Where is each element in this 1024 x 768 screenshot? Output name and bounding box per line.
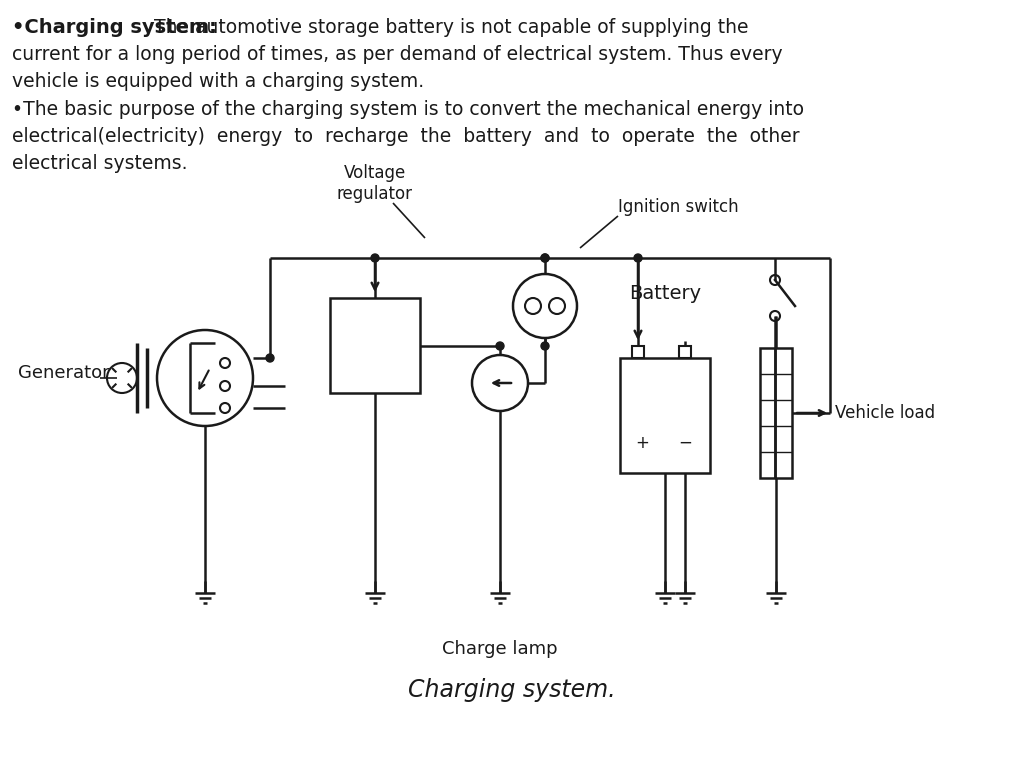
Text: Vehicle load: Vehicle load bbox=[835, 404, 935, 422]
Text: Voltage
regulator: Voltage regulator bbox=[337, 164, 413, 203]
Text: Charge lamp: Charge lamp bbox=[442, 640, 558, 658]
Circle shape bbox=[371, 254, 379, 262]
Text: current for a long period of times, as per demand of electrical system. Thus eve: current for a long period of times, as p… bbox=[12, 45, 782, 64]
Circle shape bbox=[541, 254, 549, 262]
Circle shape bbox=[266, 354, 274, 362]
Text: •Charging system:: •Charging system: bbox=[12, 18, 217, 37]
Text: −: − bbox=[678, 434, 692, 452]
Circle shape bbox=[496, 342, 504, 350]
Text: electrical systems.: electrical systems. bbox=[12, 154, 187, 173]
Circle shape bbox=[634, 254, 642, 262]
Circle shape bbox=[541, 342, 549, 350]
Bar bbox=[330, 298, 420, 393]
Text: Ignition switch: Ignition switch bbox=[618, 198, 738, 216]
Text: The automotive storage battery is not capable of supplying the: The automotive storage battery is not ca… bbox=[148, 18, 749, 37]
Bar bbox=[620, 358, 710, 473]
Circle shape bbox=[541, 254, 549, 262]
Bar bbox=[679, 346, 691, 358]
Bar bbox=[760, 348, 792, 478]
Text: vehicle is equipped with a charging system.: vehicle is equipped with a charging syst… bbox=[12, 72, 424, 91]
Bar bbox=[632, 346, 644, 358]
Text: +: + bbox=[635, 434, 649, 452]
Text: electrical(electricity)  energy  to  recharge  the  battery  and  to  operate  t: electrical(electricity) energy to rechar… bbox=[12, 127, 800, 146]
Text: Generator: Generator bbox=[18, 364, 110, 382]
Text: Battery: Battery bbox=[629, 284, 701, 303]
Text: •The basic purpose of the charging system is to convert the mechanical energy in: •The basic purpose of the charging syste… bbox=[12, 100, 804, 119]
Text: Charging system.: Charging system. bbox=[409, 678, 615, 702]
